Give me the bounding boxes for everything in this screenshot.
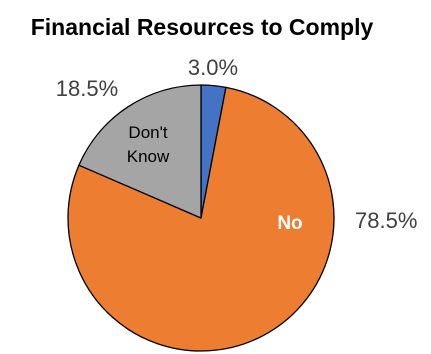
- category-label-no: No: [277, 213, 302, 234]
- category-label-don-t-know: Know: [127, 147, 170, 166]
- data-label-don-t-know: 18.5%: [56, 76, 118, 101]
- chart-title: Financial Resources to Comply: [31, 14, 374, 40]
- data-label-yes: 3.0%: [188, 55, 238, 80]
- pie-slices: [67, 84, 335, 352]
- pie-slice-no: [67, 86, 335, 352]
- data-label-no: 78.5%: [355, 208, 417, 233]
- category-label-don-t-know: Don't: [128, 123, 167, 142]
- pie-labels: 3.0% 78.5% No 18.5% Don't Know: [56, 55, 418, 234]
- pie-slice-don-t-know: [78, 84, 202, 219]
